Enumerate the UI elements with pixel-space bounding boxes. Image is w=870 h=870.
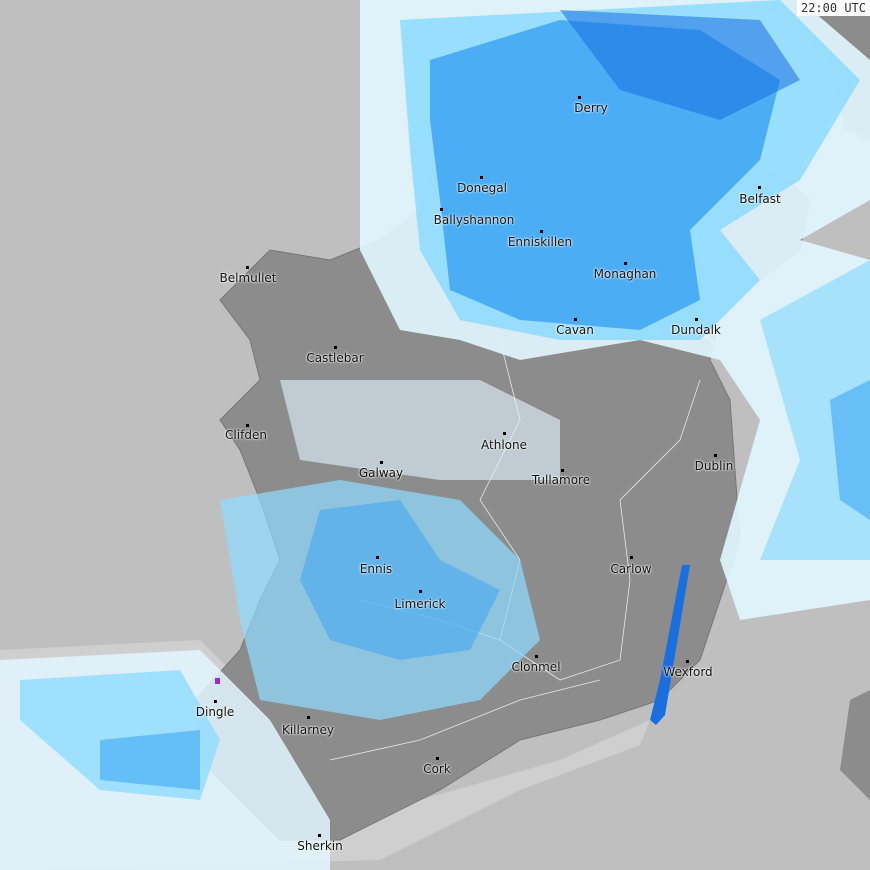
city-clonmel: Clonmel xyxy=(511,660,561,674)
city-dot xyxy=(318,834,321,837)
city-donegal: Donegal xyxy=(457,181,507,195)
city-dot xyxy=(624,262,627,265)
city-sherkin: Sherkin xyxy=(297,839,343,853)
city-dot xyxy=(307,716,310,719)
city-dot xyxy=(503,432,506,435)
city-dot xyxy=(214,700,217,703)
city-dot xyxy=(334,346,337,349)
city-dot xyxy=(578,96,581,99)
city-carlow: Carlow xyxy=(610,562,652,576)
city-galway: Galway xyxy=(358,466,404,480)
city-belfast: Belfast xyxy=(739,192,781,206)
timestamp-label: 22:00 UTC xyxy=(796,0,870,16)
city-dot xyxy=(535,655,538,658)
city-dot xyxy=(436,757,439,760)
city-dot xyxy=(380,461,383,464)
city-derry: Derry xyxy=(574,101,608,115)
city-dot xyxy=(246,424,249,427)
city-clifden: Clifden xyxy=(225,428,267,442)
land-wales xyxy=(840,690,870,800)
city-dingle: Dingle xyxy=(195,705,235,719)
city-belmullet: Belmullet xyxy=(219,271,277,285)
city-athlone: Athlone xyxy=(481,438,527,452)
city-tullamore: Tullamore xyxy=(531,473,591,487)
city-limerick: Limerick xyxy=(394,597,446,611)
city-dublin: Dublin xyxy=(694,459,734,473)
city-cork: Cork xyxy=(423,762,451,776)
city-ballyshannon: Ballyshannon xyxy=(433,213,515,227)
city-dot xyxy=(574,318,577,321)
city-monaghan: Monaghan xyxy=(593,267,657,281)
city-dot xyxy=(540,230,543,233)
city-dot xyxy=(758,186,761,189)
city-castlebar: Castlebar xyxy=(306,351,364,365)
city-dot xyxy=(419,590,422,593)
city-dot xyxy=(376,556,379,559)
city-dot xyxy=(561,469,564,472)
city-dot xyxy=(480,176,483,179)
city-ennis: Ennis xyxy=(359,562,393,576)
city-dot xyxy=(246,266,249,269)
city-dot xyxy=(714,454,717,457)
city-wexford: Wexford xyxy=(663,665,713,679)
city-dundalk: Dundalk xyxy=(671,323,721,337)
city-dot xyxy=(440,208,443,211)
city-killarney: Killarney xyxy=(281,723,335,737)
city-enniskillen: Enniskillen xyxy=(507,235,573,249)
city-dot xyxy=(686,660,689,663)
city-dot xyxy=(630,556,633,559)
city-dot xyxy=(695,318,698,321)
city-cavan: Cavan xyxy=(556,323,594,337)
